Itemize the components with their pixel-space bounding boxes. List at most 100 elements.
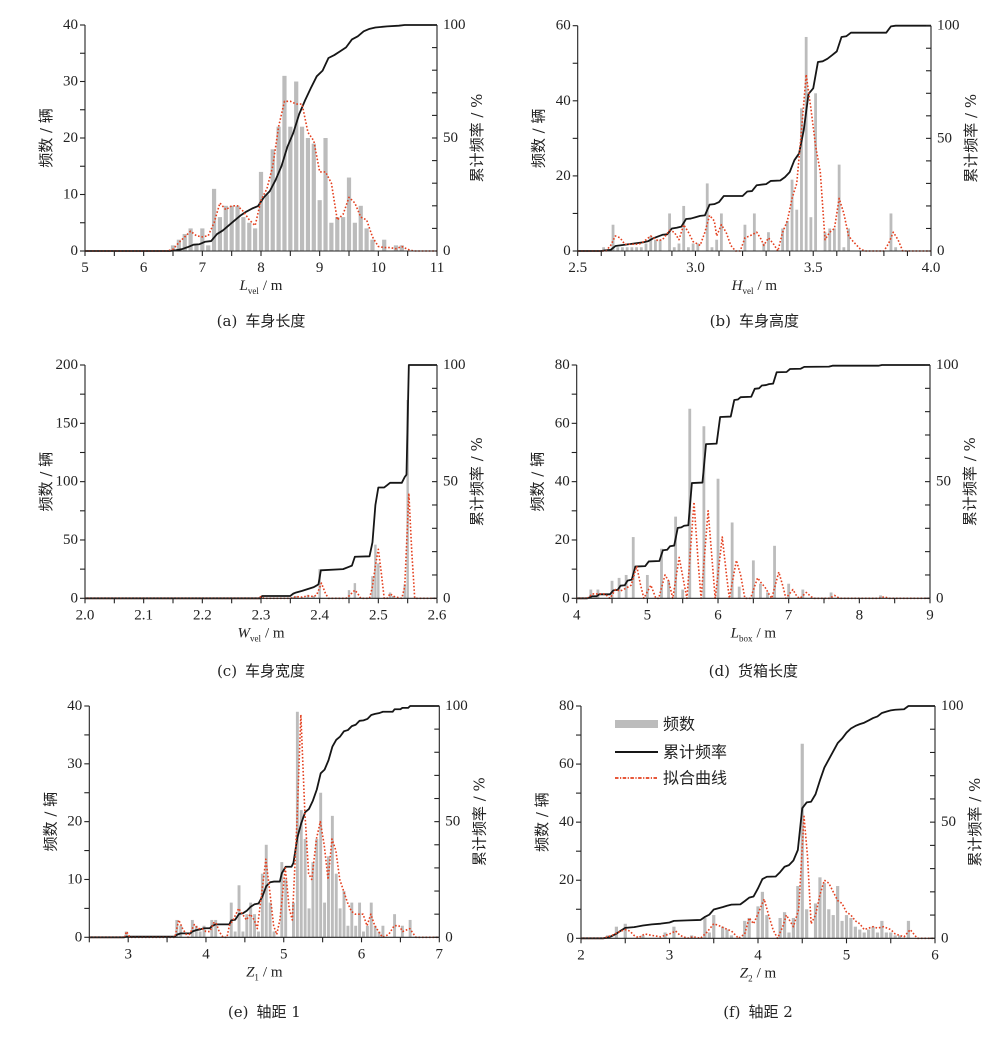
histogram-bar xyxy=(330,815,334,938)
chart-panel-d: 4 5 6 7 8 9020406080050100频数 / 辆累计频率 / %Lbox /… xyxy=(529,357,979,680)
histogram-bar xyxy=(272,931,276,938)
panel-label: (f) xyxy=(723,1003,740,1021)
histogram-bar xyxy=(233,931,237,938)
axes xyxy=(80,24,438,256)
histogram-bar xyxy=(200,228,205,251)
histogram-bar xyxy=(305,138,311,251)
histogram-bar xyxy=(315,839,319,938)
histogram-bar xyxy=(660,548,663,599)
histogram-bar xyxy=(672,247,676,251)
histogram-bar xyxy=(257,931,260,938)
y-tick-label: 0 xyxy=(75,929,83,945)
histogram-bar xyxy=(791,917,795,939)
histogram-bar xyxy=(382,239,387,251)
panel-label: (d) xyxy=(709,662,730,680)
histogram-bar xyxy=(663,932,667,939)
cumulative-frequency-line xyxy=(85,24,437,252)
panel-label: (c) xyxy=(217,662,237,680)
y-tick-label: 40 xyxy=(63,17,78,33)
histogram-bar xyxy=(206,245,211,251)
histogram-bar xyxy=(751,560,755,599)
x-axis-title: Z2 / m xyxy=(740,965,777,983)
histogram-bar xyxy=(621,247,624,251)
y-axis-title: 频数 / 辆 xyxy=(533,792,551,852)
y-tick-label: 40 xyxy=(559,814,574,830)
histogram-bar xyxy=(889,932,893,939)
histogram-bar xyxy=(847,228,850,251)
panel-label: (e) xyxy=(228,1003,249,1021)
y-axis-title: 频数 / 辆 xyxy=(37,108,55,168)
x-tick-label: 6 xyxy=(358,946,366,962)
histogram-bar xyxy=(253,914,257,938)
histogram-bar xyxy=(800,108,803,251)
panel-caption-text: 车身宽度 xyxy=(245,662,305,680)
histogram-bar xyxy=(374,544,377,599)
histogram-bar xyxy=(299,126,305,251)
histogram-bar xyxy=(391,595,395,599)
histogram-bar xyxy=(393,914,397,938)
histogram-bar xyxy=(237,885,241,938)
histogram-bar xyxy=(268,902,272,938)
histogram-bar xyxy=(630,247,634,251)
histogram-bar xyxy=(729,935,734,939)
histogram-bar xyxy=(787,932,791,939)
x-tick-label: 6 xyxy=(931,947,939,963)
plot-area xyxy=(581,705,935,940)
x-tick-label: 5 xyxy=(644,607,652,623)
y-tick-label: 20 xyxy=(559,872,574,888)
x-tick-label: 4 xyxy=(202,946,210,962)
histogram-bar xyxy=(179,925,183,938)
histogram-bar xyxy=(295,711,299,938)
histogram-bar xyxy=(773,545,776,599)
histogram-bar xyxy=(329,222,334,251)
x-tick-label: 5 xyxy=(81,260,89,276)
x-tick-label: 2.5 xyxy=(369,607,388,623)
histogram-bar xyxy=(334,873,338,938)
histogram-bar xyxy=(849,917,853,939)
y-tick-label: 10 xyxy=(63,187,78,203)
histogram-bar xyxy=(840,920,844,939)
chart-panel-e: 3 4 5 6 7010203040050100频数 / 辆累计频率 / %Z1/ m(… xyxy=(41,698,488,1021)
histogram-bar xyxy=(730,522,734,599)
histogram-bar xyxy=(862,932,866,939)
histogram-bar xyxy=(658,239,662,251)
histogram-bar xyxy=(795,209,799,251)
x-axis-title: Lbox / m xyxy=(730,625,777,643)
panel-caption-text: 轴距 2 xyxy=(748,1003,792,1021)
y-tick-label: 20 xyxy=(63,130,78,146)
histogram-bars xyxy=(605,743,911,939)
histogram-bar xyxy=(381,925,385,938)
histogram-bar xyxy=(681,589,685,599)
histogram-bar xyxy=(311,143,316,251)
histogram-bar xyxy=(198,931,202,938)
histogram-bar xyxy=(399,245,404,251)
histogram-bar xyxy=(631,537,635,599)
histogram-bar xyxy=(716,478,720,599)
x-tick-label: 5 xyxy=(843,947,851,963)
histogram-bar xyxy=(307,908,311,938)
histogram-bar xyxy=(342,891,346,938)
histogram-bar xyxy=(194,245,199,251)
cumulative-frequency-line xyxy=(577,24,931,252)
y2-axis-title: 累计频率 / % xyxy=(962,94,980,183)
histogram-bar xyxy=(721,926,725,939)
legend-label: 累计频率 xyxy=(663,743,727,762)
histogram-bar xyxy=(767,232,770,251)
histogram-bar xyxy=(623,923,627,939)
histogram-bar xyxy=(893,935,897,939)
histogram-bar xyxy=(760,891,765,939)
histogram-bar xyxy=(211,188,217,251)
histogram-bar xyxy=(347,590,351,599)
histogram-bar xyxy=(645,574,649,599)
histogram-bar xyxy=(377,563,380,599)
axes xyxy=(571,364,931,604)
histogram-bar xyxy=(589,589,593,599)
x-tick-label: 2.5 xyxy=(568,260,587,276)
histogram-bar xyxy=(743,920,747,939)
x-tick-label: 8 xyxy=(856,607,864,623)
x-tick-label: 4.0 xyxy=(922,260,941,276)
x-axis-subscript: 1 xyxy=(254,972,259,982)
y-tick-label: 0 xyxy=(563,243,571,259)
histogram-bar xyxy=(229,205,234,251)
